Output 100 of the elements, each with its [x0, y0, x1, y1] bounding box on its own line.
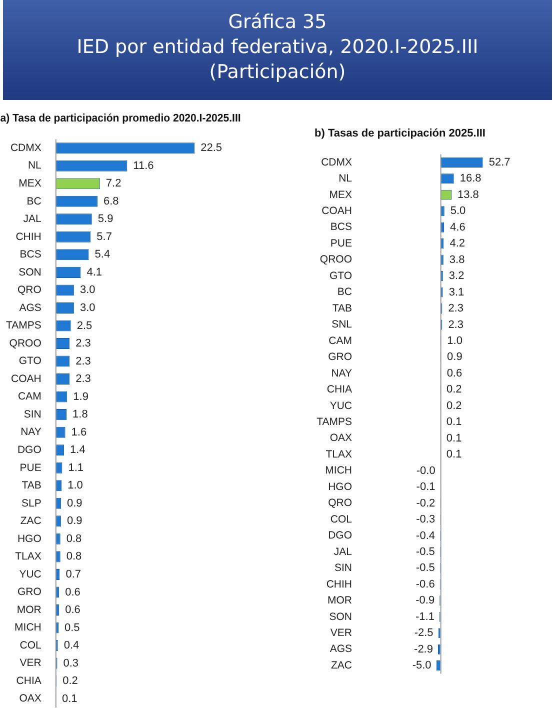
- y-tick-label: YUC: [330, 400, 352, 412]
- data-label: 0.6: [446, 367, 462, 380]
- data-label: -0.2: [416, 497, 436, 510]
- y-tick-label: CDMX: [321, 156, 352, 168]
- data-label: 3.0: [80, 302, 96, 314]
- y-tick-label: YUC: [19, 568, 42, 580]
- y-tick-label: HGO: [17, 532, 42, 545]
- y-tick-label: HGO: [328, 480, 352, 493]
- y-tick-label: TLAX: [326, 448, 352, 460]
- data-label: 2.3: [76, 355, 91, 368]
- y-tick-label: TAMPS: [6, 320, 42, 332]
- y-tick-label: OAX: [19, 692, 42, 705]
- data-label: 22.5: [200, 142, 222, 154]
- y-tick-label: MICH: [325, 464, 352, 477]
- y-tick-label: BC: [26, 195, 42, 208]
- data-label: 0.6: [65, 586, 80, 598]
- data-label: 0.9: [66, 497, 82, 510]
- y-tick-label: COL: [330, 513, 352, 526]
- data-label: 0.4: [64, 640, 80, 652]
- data-label: -5.0: [412, 660, 432, 672]
- y-tick-label: PUE: [20, 462, 42, 474]
- y-tick-label: JAL: [23, 213, 42, 226]
- data-label: 0.2: [446, 400, 462, 412]
- y-tick-label: TAMPS: [316, 416, 352, 428]
- chart-title: b) Tasas de participación 2025.III: [314, 128, 486, 140]
- y-tick-label: DGO: [328, 530, 352, 542]
- data-label: 2.5: [76, 320, 92, 332]
- data-label: 0.8: [66, 550, 82, 563]
- y-tick-label: QRO: [328, 497, 352, 510]
- y-tick-label: PUE: [330, 237, 352, 250]
- data-label: 1.0: [447, 334, 462, 347]
- y-tick-label: TAB: [332, 302, 352, 314]
- data-label: 1.0: [68, 480, 83, 492]
- data-label: -0.5: [416, 562, 435, 574]
- y-tick-label: NL: [28, 160, 42, 172]
- data-label: 4.1: [86, 266, 102, 278]
- y-tick-label: BCS: [20, 248, 42, 261]
- y-tick-label: QRO: [17, 284, 42, 296]
- y-tick-label: BCS: [330, 221, 352, 234]
- data-label: 2.3: [76, 373, 91, 386]
- y-tick-label: COL: [20, 639, 42, 652]
- y-tick-label: NAY: [20, 426, 42, 438]
- text: IED por entidad federativa, 2020.I-2025.III: [76, 35, 480, 60]
- y-tick-label: GTO: [329, 270, 352, 282]
- data-label: 16.8: [460, 172, 482, 185]
- data-label: 0.1: [446, 416, 462, 428]
- y-tick-label: OAX: [330, 432, 352, 444]
- data-label: 52.7: [488, 156, 510, 168]
- y-tick-label: GRO: [328, 351, 352, 364]
- data-label: -0.1: [416, 481, 436, 494]
- data-label: 2.3: [76, 338, 91, 350]
- data-label: 0.6: [65, 604, 80, 616]
- data-label: -0.3: [416, 514, 436, 526]
- data-label: 0.7: [66, 568, 82, 580]
- y-tick-label: MICH: [14, 622, 42, 634]
- data-label: 7.2: [106, 178, 122, 190]
- y-tick-label: BC: [337, 286, 352, 298]
- data-label: 2.3: [448, 302, 464, 315]
- data-label: 5.0: [450, 205, 466, 218]
- data-label: -0.5: [416, 546, 435, 558]
- y-tick-label: MOR: [16, 604, 42, 616]
- data-label: -1.1: [415, 610, 434, 623]
- data-label: 3.0: [80, 284, 96, 296]
- y-tick-label: CHIH: [16, 230, 42, 243]
- text: (Participación): [208, 60, 347, 85]
- data-label: 0.9: [447, 351, 462, 364]
- data-label: 0.1: [446, 448, 462, 461]
- y-tick-label: MEX: [18, 178, 42, 190]
- data-label: 3.2: [448, 270, 464, 282]
- data-label: 13.8: [457, 188, 479, 201]
- y-tick-label: QROO: [320, 254, 352, 266]
- data-label: 1.8: [72, 408, 88, 421]
- data-label: 0.2: [62, 675, 78, 688]
- data-label: -0.4: [416, 530, 436, 542]
- y-tick-label: TLAX: [15, 550, 42, 563]
- y-tick-label: COAH: [11, 372, 42, 385]
- y-tick-label: COAH: [322, 205, 352, 217]
- y-tick-label: MOR: [328, 594, 352, 607]
- chart-title: a) Tasa de participación promedio 2020.I-2025.III: [0, 112, 241, 125]
- data-label: 4.6: [450, 221, 466, 234]
- data-label: 1.1: [68, 462, 84, 474]
- text: Gráfica 35: [227, 10, 328, 35]
- y-tick-label: SNL: [332, 318, 352, 331]
- data-label: 0.1: [446, 432, 462, 444]
- data-label: 3.1: [448, 286, 464, 298]
- data-label: 5.7: [96, 230, 112, 243]
- data-label: 6.8: [103, 195, 119, 208]
- y-tick-label: CHIA: [16, 674, 42, 687]
- y-tick-label: SON: [18, 266, 42, 278]
- data-label: 5.9: [98, 213, 114, 226]
- data-label: 0.1: [62, 692, 78, 705]
- data-label: 0.8: [66, 532, 82, 545]
- data-label: 3.8: [449, 254, 465, 266]
- data-label: -0.9: [416, 594, 435, 607]
- data-label: -0.0: [416, 464, 436, 477]
- y-tick-label: SIN: [334, 562, 352, 574]
- data-label: -0.6: [416, 578, 435, 590]
- data-label: 1.9: [73, 390, 88, 403]
- y-tick-label: MEX: [329, 188, 352, 201]
- y-tick-label: GTO: [18, 355, 42, 368]
